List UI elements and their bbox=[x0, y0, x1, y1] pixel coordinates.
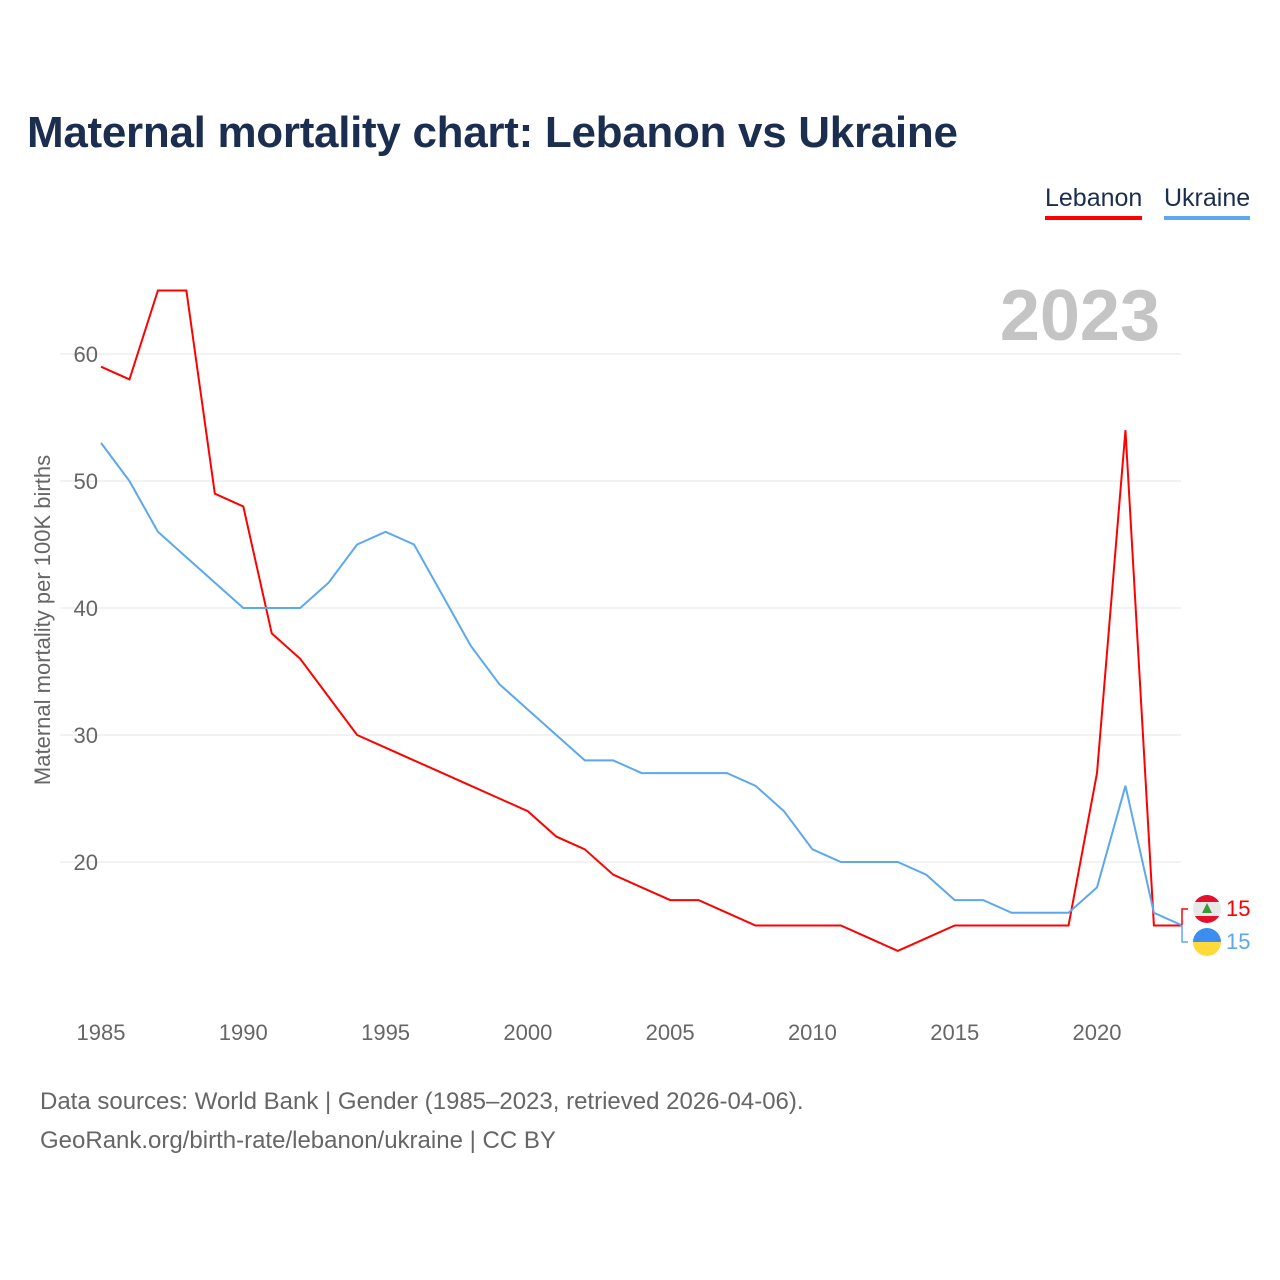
x-tick-label: 1985 bbox=[77, 1020, 126, 1045]
legend-ukraine[interactable]: Ukraine bbox=[1164, 184, 1251, 220]
x-tick-label: 2010 bbox=[788, 1020, 837, 1045]
data-source: Data sources: World Bank | Gender (1985–… bbox=[40, 1088, 804, 1115]
x-tick-label: 2020 bbox=[1073, 1020, 1122, 1045]
ukraine-flag-stripe bbox=[1193, 942, 1221, 956]
y-axis-label: Maternal mortality per 100K births bbox=[30, 455, 55, 785]
series-line-lebanon bbox=[100, 289, 1183, 952]
y-tick-label: 30 bbox=[74, 723, 98, 748]
ukraine-flag-icon bbox=[1193, 928, 1221, 942]
y-tick-label: 40 bbox=[74, 596, 98, 621]
cedar-icon bbox=[1202, 903, 1212, 913]
y-tick-label: 20 bbox=[74, 850, 98, 875]
x-tick-label: 2005 bbox=[646, 1020, 695, 1045]
connector-ukraine bbox=[1181, 926, 1188, 943]
x-tick-label: 1990 bbox=[219, 1020, 268, 1045]
lebanon-flag-stripe bbox=[1193, 895, 1221, 902]
year-label: 2023 bbox=[1000, 276, 1160, 356]
lebanon-flag-stripe bbox=[1193, 916, 1221, 923]
chart-title: Maternal mortality chart: Lebanon vs Ukr… bbox=[27, 108, 958, 157]
legend-lebanon[interactable]: Lebanon bbox=[1045, 184, 1143, 220]
series-line-ukraine bbox=[100, 442, 1183, 927]
x-tick-label: 2000 bbox=[503, 1020, 552, 1045]
end-label-ukraine: 15 bbox=[1226, 929, 1250, 954]
x-tick-label: 2015 bbox=[930, 1020, 979, 1045]
x-tick-label: 1995 bbox=[361, 1020, 410, 1045]
y-tick-label: 60 bbox=[74, 342, 98, 367]
connector-lebanon bbox=[1181, 908, 1188, 925]
y-tick-label: 50 bbox=[74, 469, 98, 494]
end-label-lebanon: 15 bbox=[1226, 896, 1250, 921]
credit-line: GeoRank.org/birth-rate/lebanon/ukraine |… bbox=[40, 1127, 556, 1154]
